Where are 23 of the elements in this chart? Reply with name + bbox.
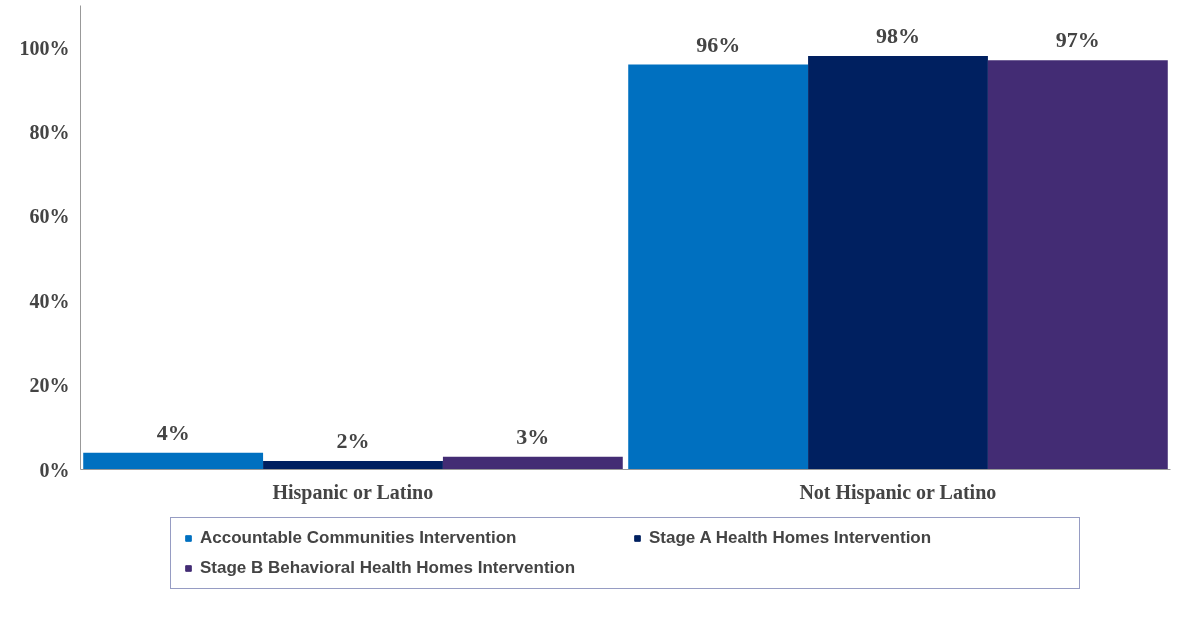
text: 4% (156, 419, 190, 445)
y-tick-label: 0% (39, 458, 70, 481)
bar (628, 64, 809, 470)
legend-label: Stage A Health Homes Intervention (649, 527, 933, 548)
y-tick-label: 40% (29, 289, 70, 312)
y-tick-label: 100% (19, 36, 70, 59)
bar (808, 56, 988, 470)
bar (442, 456, 623, 470)
bar (263, 461, 443, 470)
x-tick-label: Not Hispanic or Latino (799, 480, 997, 504)
y-tick-label: 80% (29, 121, 70, 144)
text: 98% (876, 23, 920, 49)
y-tick-label: 60% (29, 205, 70, 228)
legend-label: Accountable Communities Intervention (200, 527, 518, 548)
legend-label: Stage B Behavioral Health Homes Intervention (200, 557, 577, 578)
text: 96% (696, 31, 741, 57)
text: 3% (516, 423, 550, 449)
x-tick-label: Hispanic or Latino (272, 480, 434, 504)
bar (987, 60, 1168, 470)
y-tick-label: 20% (29, 374, 70, 397)
text: 97% (1055, 27, 1100, 53)
bar (83, 452, 264, 470)
text: 2% (336, 428, 370, 454)
